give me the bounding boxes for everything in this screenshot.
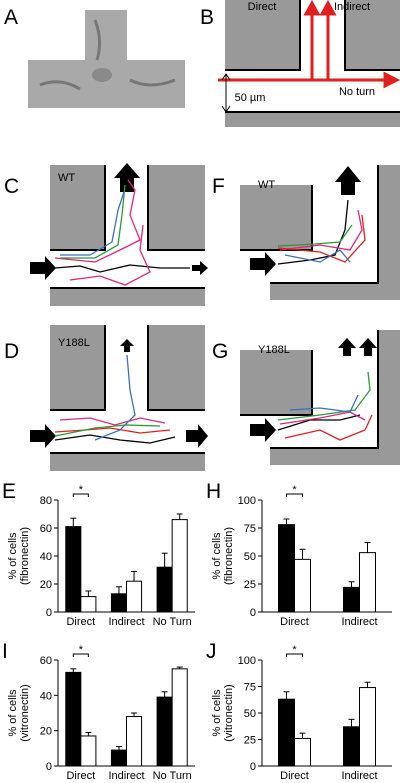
x-tick-label: Direct (280, 770, 309, 782)
track-label: WT (58, 172, 75, 184)
bar (359, 687, 376, 767)
x-tick-label: Direct (66, 770, 95, 782)
bar (278, 524, 295, 613)
schematic-b (218, 0, 400, 127)
y-tick-label: 60 (40, 523, 52, 535)
y-tick-label: 100 (238, 495, 256, 507)
bar (65, 526, 82, 613)
significance-bracket (286, 493, 303, 497)
bar (110, 749, 127, 767)
y-tick-label: 25 (244, 735, 256, 747)
y-axis-label: % of cells (7, 532, 19, 580)
bar (80, 596, 97, 613)
panel-label: C (4, 175, 19, 198)
x-tick-label: Direct (66, 616, 95, 628)
bar (156, 696, 173, 767)
track-label: WT (258, 179, 275, 191)
x-tick-label: Direct (280, 616, 309, 628)
micrograph (28, 10, 185, 108)
tracks-g (240, 330, 400, 465)
x-tick-label: No Turn (153, 770, 192, 782)
y-tick-label: 20 (40, 579, 52, 591)
panel-label: J (206, 640, 217, 663)
bar (156, 566, 173, 613)
y-tick-label: 0 (46, 761, 52, 773)
tracks-f (240, 165, 400, 300)
y-tick-label: 25 (244, 579, 256, 591)
y-tick-label: 0 (250, 761, 256, 773)
y-axis-label: (vitronectin) (223, 684, 235, 741)
tracks-c (30, 163, 208, 306)
track-label: Y188L (58, 337, 90, 349)
significance-marker: * (79, 644, 84, 656)
bar (359, 552, 376, 613)
y-tick-label: 80 (40, 495, 52, 507)
track-label: Y188L (258, 344, 290, 356)
schematic-label: No turn (339, 86, 375, 98)
x-tick-label: Indirect (341, 616, 377, 628)
scale-label: 50 µm (235, 92, 266, 104)
significance-marker: * (79, 484, 84, 496)
bar (278, 698, 295, 767)
y-axis-label: (vitronectin) (19, 684, 31, 741)
y-tick-label: 40 (40, 551, 52, 563)
bar (110, 593, 127, 613)
bar (343, 726, 360, 767)
significance-marker: * (292, 484, 297, 496)
panel-label: A (4, 6, 18, 29)
bar (80, 735, 97, 767)
x-tick-label: Indirect (341, 770, 377, 782)
y-axis-label: % of cells (211, 532, 223, 580)
panel-label: D (4, 340, 19, 363)
panel-label: E (2, 480, 16, 503)
y-tick-label: 50 (244, 551, 256, 563)
bar (343, 586, 360, 613)
y-axis-label: (fibronectin) (19, 527, 31, 585)
panel-label: G (212, 340, 228, 363)
y-axis-label: % of cells (7, 689, 19, 737)
y-tick-label: 20 (40, 726, 52, 738)
y-axis-label: % of cells (211, 689, 223, 737)
bar (294, 737, 311, 767)
y-tick-label: 75 (244, 523, 256, 535)
tracks-d (30, 325, 208, 471)
bar (126, 716, 143, 767)
y-tick-label: 0 (250, 607, 256, 619)
panel-label: H (206, 480, 221, 503)
bar (171, 668, 188, 767)
bar (126, 580, 143, 613)
y-tick-label: 40 (40, 690, 52, 702)
schematic-label: Direct (248, 1, 277, 13)
significance-marker: * (292, 644, 297, 656)
bar (171, 519, 188, 613)
significance-bracket (72, 653, 89, 657)
y-tick-label: 60 (40, 655, 52, 667)
panel-label: B (200, 6, 214, 29)
y-tick-label: 0 (46, 607, 52, 619)
panel-label: F (212, 175, 225, 198)
x-tick-label: Indirect (108, 770, 144, 782)
x-tick-label: Indirect (108, 616, 144, 628)
y-tick-label: 50 (244, 708, 256, 720)
panel-label: I (2, 640, 8, 663)
y-axis-label: (fibronectin) (223, 527, 235, 585)
bar (65, 671, 82, 767)
significance-bracket (286, 653, 303, 657)
schematic-label: Indirect (334, 1, 370, 13)
y-tick-label: 75 (244, 682, 256, 694)
x-tick-label: No Turn (153, 616, 192, 628)
bar (294, 558, 311, 613)
y-tick-label: 100 (238, 655, 256, 667)
significance-bracket (72, 493, 89, 497)
